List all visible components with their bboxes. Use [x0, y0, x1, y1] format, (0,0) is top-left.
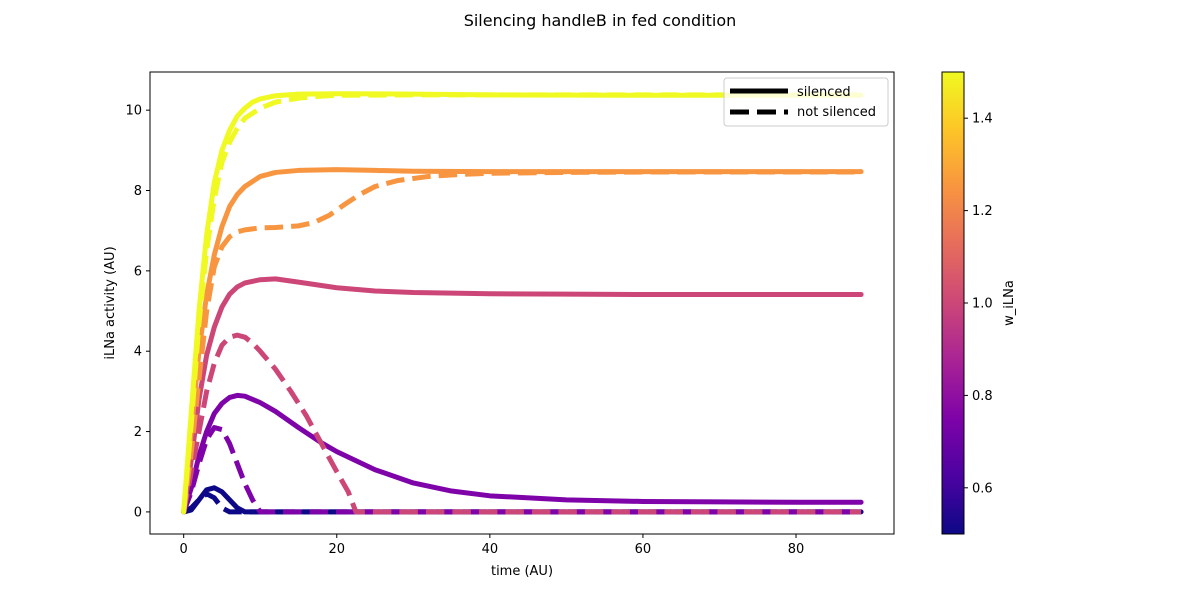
y-tick-label: 2	[134, 425, 142, 440]
y-tick-label: 10	[125, 104, 142, 119]
colorbar-label: w_iLNa	[1002, 280, 1017, 326]
legend-label-not-silenced: not silenced	[797, 105, 876, 120]
series-line-w1_5-dashed	[181, 92, 862, 513]
x-axis-label: time (AU)	[491, 564, 553, 579]
x-tick-label: 80	[788, 542, 805, 557]
series-line-w1-solid	[181, 276, 864, 515]
plot-frame	[149, 71, 895, 535]
series-layer	[181, 91, 864, 515]
colorbar-tick-label: 1.2	[972, 204, 993, 219]
series-line-w1_25-solid	[181, 167, 864, 515]
legend: silenced not silenced	[723, 77, 889, 127]
x-tick-label: 0	[180, 542, 188, 557]
colorbar-tick-label: 0.6	[972, 481, 993, 496]
colorbar-ticks: 0.6 0.8 1.0 1.2 1.4	[964, 112, 993, 496]
colorbar-tick-label: 1.4	[972, 112, 993, 127]
series-line-w1_5-solid	[181, 91, 864, 515]
legend-label-silenced: silenced	[797, 85, 851, 100]
series-line-w0_5-dashed	[182, 491, 862, 515]
x-tick-label: 40	[482, 542, 499, 557]
y-tick-label: 6	[134, 264, 142, 279]
chart-title: Silencing handleB in fed condition	[464, 11, 737, 30]
series-line-w0_75-solid	[181, 392, 864, 515]
colorbar-tick-label: 0.8	[972, 389, 993, 404]
y-axis: 0 2 4 6 8 10	[125, 104, 150, 520]
y-tick-label: 4	[134, 345, 142, 360]
x-tick-label: 20	[328, 542, 345, 557]
colorbar: 0.6 0.8 1.0 1.2 1.4 w_iLNa	[941, 71, 1017, 535]
y-tick-label: 8	[134, 184, 142, 199]
series-line-w1_25-dashed	[181, 169, 862, 513]
y-tick-label: 0	[134, 505, 142, 520]
x-axis: 0 20 40 60 80	[180, 534, 805, 557]
series-line-w1-dashed	[181, 332, 862, 515]
series-line-w0_75-dashed	[181, 425, 862, 515]
colorbar-gradient	[941, 71, 965, 535]
x-tick-label: 60	[635, 542, 652, 557]
y-axis-label: iLNa activity (AU)	[103, 246, 118, 359]
colorbar-tick-label: 1.0	[972, 297, 993, 312]
